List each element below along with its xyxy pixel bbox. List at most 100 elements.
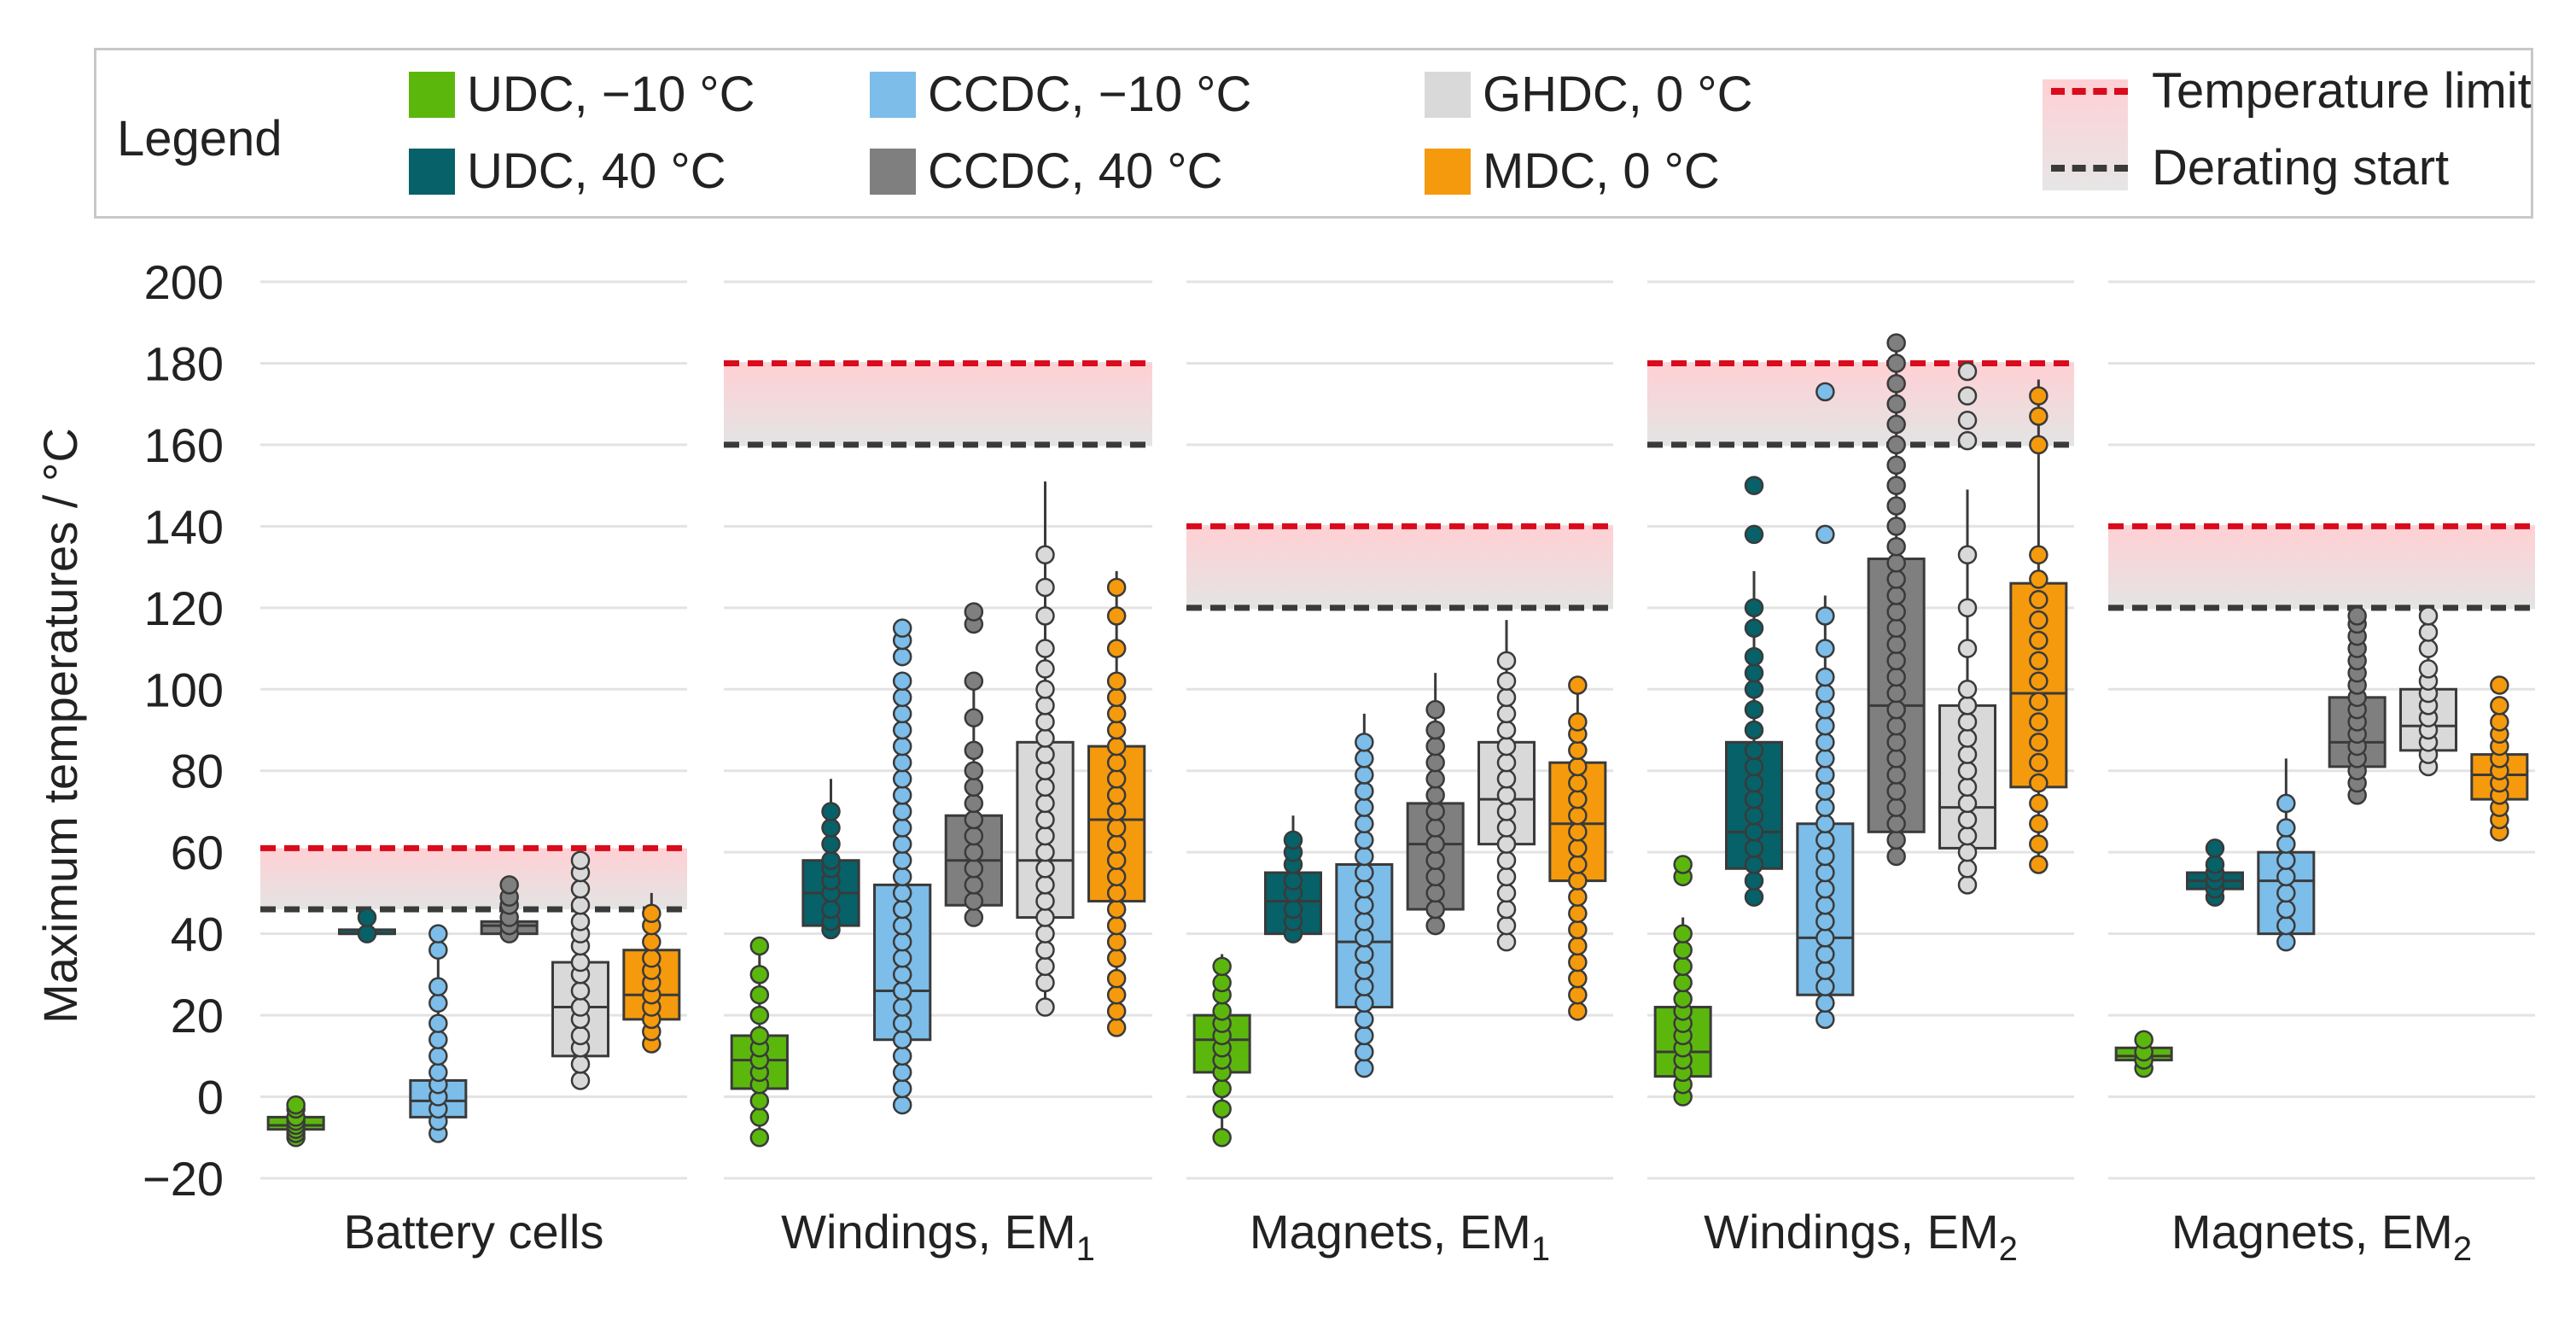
data-point [1886, 353, 1906, 373]
data-point [1106, 1018, 1127, 1037]
data-point [1886, 374, 1906, 394]
data-point [892, 1030, 912, 1049]
data-point [1815, 699, 1835, 720]
data-point [1744, 476, 1764, 495]
data-point [1496, 834, 1517, 854]
data-point [499, 875, 519, 895]
data-point [1568, 887, 1588, 907]
data-point [1568, 712, 1588, 732]
legend-label-derating-start: Derating start [2152, 140, 2450, 196]
data-point [1106, 915, 1127, 936]
data-point [2029, 855, 2049, 874]
data-point [1886, 733, 1906, 752]
data-point [964, 908, 984, 927]
data-point [1815, 715, 1835, 736]
data-point [1886, 435, 1906, 455]
data-point [1425, 720, 1445, 740]
data-point [1355, 993, 1374, 1013]
data-point [1355, 862, 1374, 883]
data-point [1744, 646, 1764, 667]
data-point [1496, 850, 1517, 870]
data-point [2205, 838, 2225, 858]
data-point [1425, 915, 1445, 936]
data-point [1568, 855, 1588, 874]
legend-item-temperature-limit: Temperature limit [2051, 62, 2532, 120]
data-point [428, 1013, 448, 1033]
legend-label-udc-minus10: UDC, −10 °C [467, 67, 755, 122]
data-point [2276, 883, 2296, 903]
data-point [2029, 712, 2049, 732]
data-point [964, 809, 984, 830]
legend-item-ccdc-minus10: CCDC, −10 °C [870, 66, 1251, 123]
data-point [1886, 781, 1906, 801]
data-point [1815, 749, 1835, 768]
data-point [357, 924, 377, 943]
data-point [1568, 920, 1588, 940]
data-point [1355, 961, 1374, 980]
data-point [1035, 761, 1055, 780]
axes: −20 0 20 40 60 80 100 120 140 160 180 200 Battery ce… [143, 255, 2472, 1268]
data-point [1106, 736, 1127, 756]
data-point [1106, 639, 1127, 658]
data-point [570, 1071, 591, 1090]
y-tick-label: 100 [144, 663, 224, 716]
data-point [1815, 524, 1835, 545]
data-point [1744, 618, 1764, 638]
data-point [892, 786, 912, 805]
data-point [749, 936, 770, 956]
legend-label-mdc-0: MDC, 0 °C [1483, 143, 1720, 199]
data-point [2276, 899, 2296, 920]
data-point [1212, 1099, 1232, 1119]
data-point [2029, 834, 2049, 854]
data-point [1568, 838, 1588, 858]
data-point [1355, 1025, 1374, 1046]
data-point [892, 736, 912, 756]
data-point [1957, 728, 1978, 748]
data-point [2490, 712, 2509, 732]
data-point [1815, 862, 1835, 883]
gridlines [260, 280, 2535, 1180]
data-point [1568, 805, 1588, 826]
data-point [1886, 715, 1906, 736]
data-point [1425, 883, 1445, 903]
data-point [1496, 752, 1517, 773]
data-point [1815, 667, 1835, 687]
box-ghdc-0-c [1477, 620, 1536, 952]
data-point [1106, 867, 1127, 887]
data-point [1355, 1042, 1374, 1062]
data-point [2029, 793, 2049, 814]
data-point [892, 671, 912, 691]
data-point [1744, 838, 1764, 858]
data-point [749, 1091, 770, 1111]
data-point [1106, 932, 1127, 952]
data-point [892, 965, 912, 984]
data-point [1106, 687, 1127, 708]
data-point [892, 704, 912, 724]
data-point [2029, 435, 2049, 455]
data-point [1035, 875, 1055, 895]
legend-label-temperature-limit: Temperature limit [2152, 63, 2532, 119]
data-point [1957, 639, 1978, 658]
data-point [1744, 524, 1764, 545]
data-point [1957, 842, 1978, 862]
data-point [1425, 736, 1445, 756]
box-udc-10-c [2114, 1030, 2173, 1078]
data-point [821, 802, 841, 821]
data-point [964, 891, 984, 911]
data-point [1106, 786, 1127, 805]
data-point [1744, 773, 1764, 793]
x-tick-label: Magnets, EM1 [1250, 1205, 1550, 1268]
data-point [570, 879, 591, 899]
data-point [1106, 899, 1127, 920]
data-point [1886, 455, 1906, 476]
data-point [1035, 639, 1055, 658]
data-point [1425, 802, 1445, 821]
data-point [749, 1005, 770, 1025]
data-point [1957, 809, 1978, 830]
legend-item-mdc-0: MDC, 0 °C [1425, 143, 1720, 200]
data-point [1886, 667, 1906, 687]
data-point [2029, 773, 2049, 793]
limit-band [260, 848, 687, 909]
data-point [1106, 671, 1127, 691]
data-point [1035, 859, 1055, 879]
